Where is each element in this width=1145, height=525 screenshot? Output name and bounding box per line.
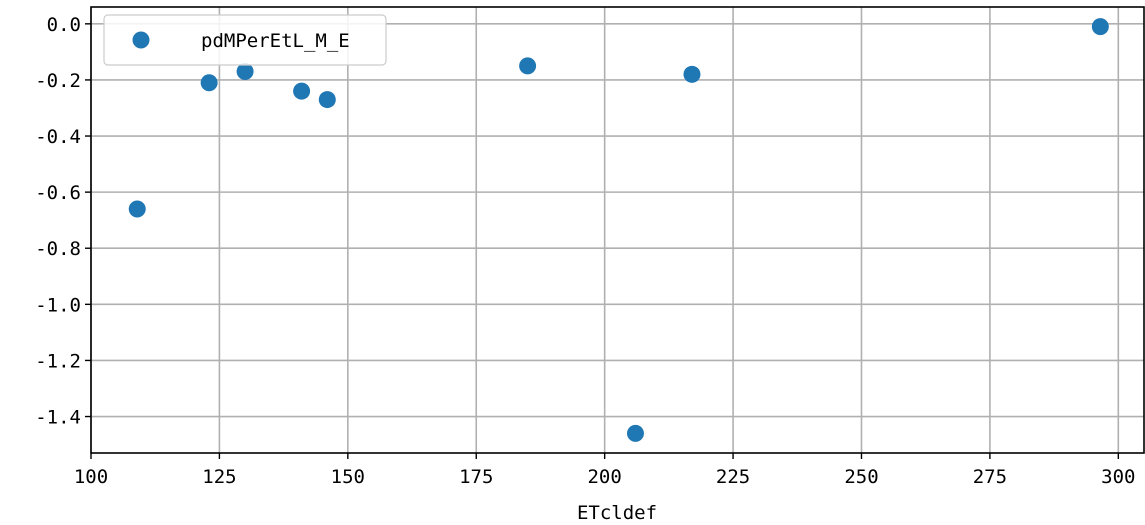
y-tick-label: -0.8 [35,238,81,260]
legend-box [103,14,387,66]
data-point [519,57,537,75]
grid [90,7,1144,453]
x-tick-label: 300 [1101,466,1135,488]
x-tick-label: 125 [202,466,236,488]
plot-frame [90,6,1145,454]
data-point [626,424,644,442]
x-tick-label: 275 [973,466,1007,488]
x-axis-label: ETcldef [577,502,657,524]
data-point [318,91,336,109]
data-point [200,74,218,92]
legend-marker [132,31,150,49]
legend: pdMPerEtL_M_E [103,14,387,66]
y-tick-label: -1.0 [35,294,81,316]
y-tick-label: -1.4 [35,407,81,429]
axis-ticks: 100 125 150 175 200 225 250 275 300 0.0 -0.2 -0.4 -0… [35,14,1135,488]
y-tick-label: 0.0 [47,14,81,36]
x-tick-label: 175 [459,466,493,488]
x-tick-label: 200 [587,466,621,488]
y-tick-label: -0.6 [35,182,81,204]
data-point [1091,18,1109,36]
x-tick-label: 150 [331,466,365,488]
y-tick-label: -1.2 [35,350,81,372]
data-points [128,18,1109,442]
legend-label: pdMPerEtL_M_E [201,30,350,52]
data-point [128,200,146,218]
data-point [683,65,701,83]
x-tick-label: 250 [844,466,878,488]
y-tick-label: -0.4 [35,126,81,148]
data-point [293,82,311,100]
y-tick-label: -0.2 [35,70,81,92]
data-point [236,63,254,81]
x-tick-label: 100 [74,466,108,488]
x-tick-label: 225 [716,466,750,488]
